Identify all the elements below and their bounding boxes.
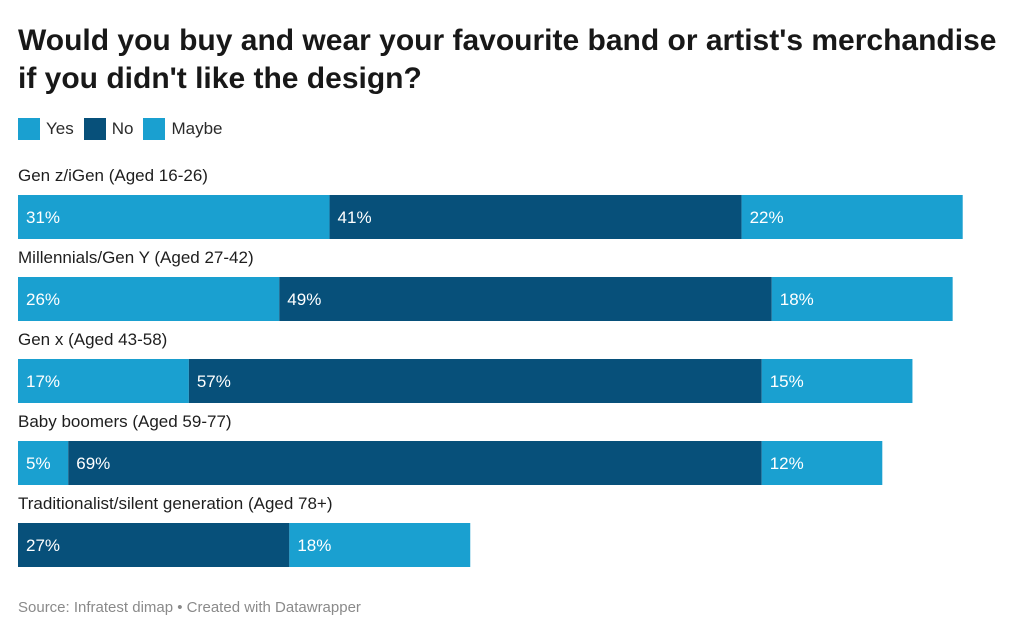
data-label-maybe: 18% <box>780 290 814 309</box>
stacked-bar-chart: Gen z/iGen (Aged 16-26) 31% 41% 22% Millenni… <box>18 166 963 567</box>
data-label-maybe: 12% <box>770 454 804 473</box>
data-label-no: 69% <box>76 454 110 473</box>
bar-segment-no <box>68 441 762 485</box>
data-label-yes: 31% <box>26 208 60 227</box>
legend-item-maybe: Maybe <box>143 118 223 140</box>
data-label-no: 41% <box>338 208 372 227</box>
bar-segment-yes <box>18 195 330 239</box>
data-label-yes: 17% <box>26 372 60 391</box>
bar-segment-maybe <box>761 441 883 485</box>
legend-swatch-maybe <box>143 118 166 140</box>
data-label-no: 49% <box>287 290 321 309</box>
source-text: Source: Infratest dimap <box>18 599 174 616</box>
data-label-yes: 5% <box>26 454 51 473</box>
data-label-no: 57% <box>197 372 231 391</box>
legend-item-no: No <box>83 118 134 140</box>
bar-segment-no <box>18 523 290 567</box>
footer: Source: Infratest dimap • Created with D… <box>18 599 361 616</box>
legend-label-yes: Yes <box>46 119 74 138</box>
bar-segment-maybe <box>761 359 913 403</box>
bar-segment-maybe <box>741 195 963 239</box>
bar-segment-yes <box>18 441 69 485</box>
credit-link[interactable]: Created with Datawrapper <box>186 599 361 616</box>
bar-segment-no <box>329 195 742 239</box>
bar-row-baby-boomers-aged-59-77: Baby boomers (Aged 59-77) 5% 69% 12% <box>18 412 883 485</box>
legend-swatch-yes <box>18 118 40 140</box>
category-label: Traditionalist/silent generation (Aged 7… <box>18 494 333 513</box>
data-label-maybe: 15% <box>770 372 804 391</box>
bar-row-traditionalist-silent-generation-aged-78: Traditionalist/silent generation (Aged 7… <box>18 494 471 567</box>
bar-segment-yes <box>18 359 189 403</box>
legend-label-maybe: Maybe <box>171 119 223 138</box>
data-label-no: 27% <box>26 536 60 555</box>
bar-row-millennials-gen-y-aged-27-42: Millennials/Gen Y (Aged 27-42) 26% 49% 18% <box>18 248 953 321</box>
category-label: Baby boomers (Aged 59-77) <box>18 412 232 431</box>
bar-segment-no <box>279 277 772 321</box>
bar-segment-maybe <box>771 277 953 321</box>
category-label: Gen x (Aged 43-58) <box>18 330 167 349</box>
bar-row-gen-x-aged-43-58: Gen x (Aged 43-58) 17% 57% 15% <box>18 330 913 403</box>
category-label: Gen z/iGen (Aged 16-26) <box>18 166 208 185</box>
category-label: Millennials/Gen Y (Aged 27-42) <box>18 248 254 267</box>
data-label-maybe: 18% <box>297 536 331 555</box>
footer-separator: • <box>173 599 187 616</box>
legend-swatch-no <box>83 118 106 140</box>
bar-segment-yes <box>18 277 280 321</box>
legend-label-no: No <box>111 119 134 138</box>
data-label-maybe: 22% <box>750 208 784 227</box>
chart-title: Would you buy and wear your favourite ba… <box>18 24 997 95</box>
legend: Yes No Maybe <box>18 118 233 140</box>
legend-item-yes: Yes <box>18 118 74 140</box>
bar-row-gen-z-igen-aged-16-26: Gen z/iGen (Aged 16-26) 31% 41% 22% <box>18 166 963 239</box>
data-label-yes: 26% <box>26 290 60 309</box>
bar-segment-maybe <box>289 523 471 567</box>
bar-segment-no <box>188 359 762 403</box>
